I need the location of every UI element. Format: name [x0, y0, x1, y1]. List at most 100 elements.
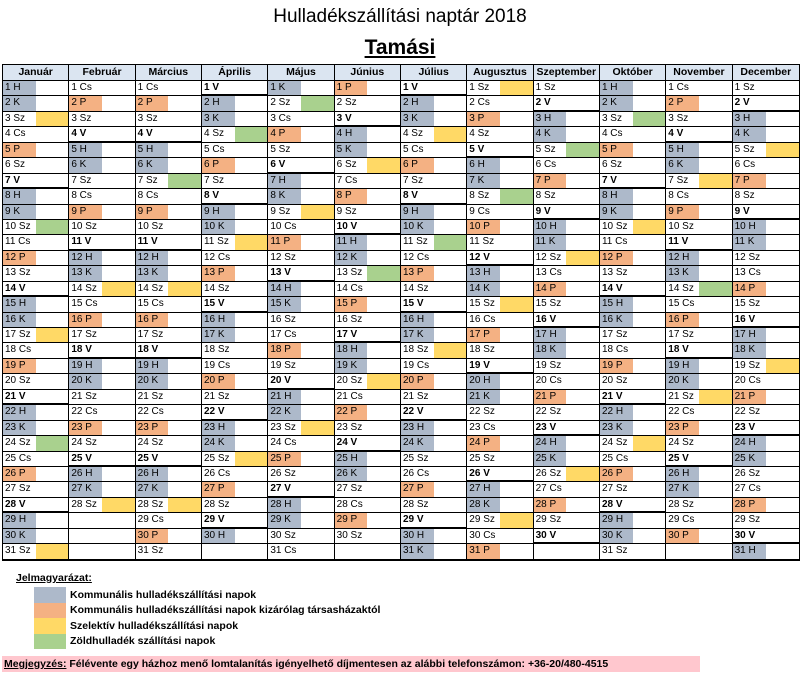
day-cell: 27 Cs: [732, 482, 799, 498]
month-header: Január: [3, 65, 69, 81]
day-cell: 5 H: [69, 142, 135, 159]
collection-marker: [699, 374, 732, 388]
day-cell: 28 P: [732, 497, 799, 514]
collection-marker: [766, 297, 799, 311]
day-label: 1 K: [268, 81, 301, 96]
collection-marker: [633, 282, 666, 295]
day-label: 3 H: [533, 111, 567, 127]
day-cell: 21 P: [533, 389, 599, 406]
collection-marker: [367, 174, 400, 188]
day-cell: 15 K: [268, 297, 334, 313]
day-label: 18 P: [268, 343, 301, 358]
collection-marker: [35, 219, 69, 235]
day-cell: 11 H: [334, 235, 400, 251]
day-cell: 13 H: [467, 266, 533, 282]
day-cell: 1 K: [268, 81, 334, 97]
day-label: 31 P: [467, 544, 500, 559]
day-cell: 25 K: [533, 451, 599, 467]
collection-marker: [633, 405, 666, 419]
day-label: 9 P: [69, 204, 102, 219]
collection-marker: [168, 405, 201, 419]
collection-marker: [235, 205, 268, 219]
collection-marker: [566, 513, 599, 527]
day-label: 6 Sz: [601, 159, 622, 171]
collection-marker: [102, 482, 135, 496]
day-label: 13 K: [666, 266, 699, 281]
collection-marker: [168, 112, 201, 126]
day-label: 28 K: [467, 497, 500, 513]
day-cell: 25 Cs: [3, 452, 69, 467]
day-cell: 4 P: [268, 127, 334, 143]
day-cell: 6 Sz: [334, 158, 400, 174]
day-label: 17 Cs: [270, 329, 297, 340]
day-label: 8 H: [3, 189, 36, 204]
day-label: 14 P: [732, 281, 766, 297]
day-label: 9 P: [666, 204, 699, 219]
collection-marker: [168, 467, 201, 481]
collection-marker: [301, 251, 334, 265]
month-header: Augusztus: [467, 65, 533, 81]
day-cell: 23 P: [135, 420, 201, 437]
day-cell: 5 V: [467, 143, 533, 159]
collection-marker: [102, 96, 135, 110]
day-label: 21 Sz: [402, 390, 429, 402]
collection-marker: [633, 205, 666, 219]
day-label: 29 Sz: [535, 514, 562, 526]
collection-marker: [35, 328, 69, 343]
day-cell: 25 P: [268, 451, 334, 467]
collection-marker: [699, 482, 732, 496]
month-header: Szeptember: [533, 65, 599, 81]
day-label: 2 H: [201, 96, 235, 111]
day-label: 20 K: [666, 374, 699, 389]
collection-marker: [699, 405, 732, 419]
day-cell: 7 Sz: [666, 173, 732, 190]
day-cell: 14 K: [467, 281, 533, 298]
day-cell: 31 K: [400, 544, 467, 560]
day-cell: 13 Sz: [334, 266, 400, 282]
day-label: 5 Cs: [203, 143, 225, 155]
day-cell: 12 Cs: [201, 251, 268, 267]
day-label: 28 Sz: [668, 498, 694, 510]
day-cell: 28 Sz: [135, 497, 201, 514]
day-label: 20 V: [270, 375, 291, 387]
collection-marker: [367, 251, 400, 265]
collection-marker: [699, 513, 732, 527]
collection-marker: [566, 328, 599, 342]
collection-marker: [500, 421, 533, 435]
collection-marker: [766, 251, 799, 265]
collection-marker: [36, 266, 69, 280]
day-cell: 8 H: [3, 189, 69, 205]
day-label: 12 Cs: [402, 251, 430, 263]
collection-marker: [434, 313, 467, 327]
day-label: 31 Sz: [5, 545, 31, 557]
day-label: 5 P: [3, 142, 36, 158]
day-cell: 26 K: [334, 466, 400, 483]
collection-marker: [766, 482, 799, 496]
day-label: 12 H: [69, 250, 102, 266]
day-cell: 5 Sz: [732, 142, 799, 159]
day-label: 24 Sz: [601, 437, 628, 449]
collection-marker: [102, 544, 135, 558]
collection-marker: [699, 313, 732, 327]
legend-item: Szelektív hulladékszállítási napok: [34, 618, 380, 634]
day-label: 3 Cs: [270, 112, 291, 124]
collection-marker: [367, 359, 400, 373]
day-label: 17 Sz: [601, 329, 628, 340]
day-label: 27 V: [270, 483, 291, 495]
day-cell: 23 K: [599, 420, 666, 437]
day-label: 24 K: [400, 436, 434, 451]
day-label: 3 Sz: [668, 112, 689, 124]
day-label: 12 Cs: [203, 251, 231, 263]
day-label: 2 K: [599, 96, 633, 111]
collection-marker: [301, 467, 334, 481]
day-label: 31 Sz: [601, 545, 628, 557]
day-label: 19 Cs: [203, 359, 231, 371]
collection-marker: [367, 112, 400, 125]
day-label: 23 K: [599, 420, 633, 436]
day-cell: 13 Cs: [732, 266, 799, 282]
collection-marker: [433, 235, 467, 250]
collection-marker: [566, 250, 599, 266]
day-cell: 23 Sz: [334, 421, 400, 437]
